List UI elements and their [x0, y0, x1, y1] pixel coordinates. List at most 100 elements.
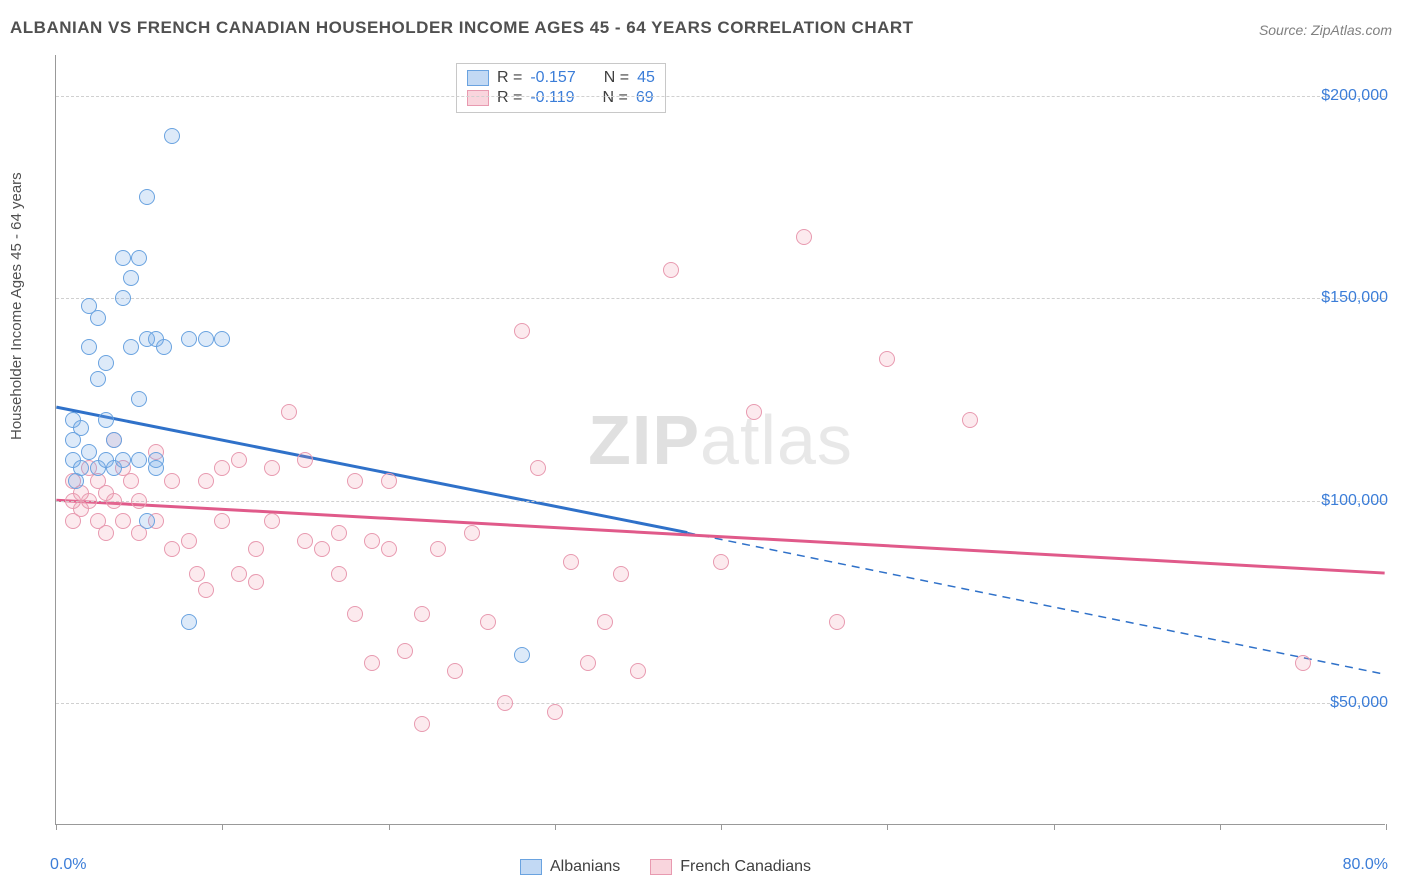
trend-line: [687, 533, 1384, 675]
chart-container: ALBANIAN VS FRENCH CANADIAN HOUSEHOLDER …: [0, 0, 1406, 892]
data-point: [90, 310, 106, 326]
legend-label: Albanians: [550, 858, 620, 876]
data-point: [563, 554, 579, 570]
data-point: [497, 695, 513, 711]
data-point: [81, 444, 97, 460]
legend-swatch: [650, 859, 672, 875]
chart-title: ALBANIAN VS FRENCH CANADIAN HOUSEHOLDER …: [10, 18, 914, 38]
data-point: [123, 473, 139, 489]
data-point: [181, 614, 197, 630]
legend-series: Albanians French Canadians: [520, 858, 811, 876]
legend-swatch: [467, 70, 489, 86]
trend-lines: [56, 55, 1385, 824]
x-tick: [1386, 824, 1387, 830]
legend-swatch: [520, 859, 542, 875]
data-point: [115, 452, 131, 468]
gridline: [56, 703, 1385, 704]
data-point: [164, 128, 180, 144]
data-point: [115, 250, 131, 266]
plot-area: ZIPatlas R =-0.157N =45R =-0.119N =69: [55, 55, 1385, 825]
data-point: [98, 525, 114, 541]
y-tick-label: $150,000: [1321, 289, 1388, 307]
data-point: [397, 643, 413, 659]
data-point: [530, 460, 546, 476]
x-axis-min-label: 0.0%: [50, 856, 86, 874]
data-point: [347, 606, 363, 622]
data-point: [879, 351, 895, 367]
data-point: [81, 339, 97, 355]
watermark-rest: atlas: [700, 401, 853, 479]
data-point: [81, 493, 97, 509]
legend-item: French Canadians: [650, 858, 811, 876]
data-point: [214, 460, 230, 476]
x-tick: [555, 824, 556, 830]
data-point: [580, 655, 596, 671]
data-point: [480, 614, 496, 630]
x-tick: [1220, 824, 1221, 830]
legend-stat-row: R =-0.119N =69: [467, 88, 655, 108]
data-point: [98, 412, 114, 428]
data-point: [746, 404, 762, 420]
data-point: [156, 339, 172, 355]
data-point: [198, 473, 214, 489]
data-point: [139, 513, 155, 529]
data-point: [198, 331, 214, 347]
data-point: [90, 371, 106, 387]
data-point: [231, 566, 247, 582]
gridline: [56, 96, 1385, 97]
data-point: [1295, 655, 1311, 671]
data-point: [297, 452, 313, 468]
data-point: [281, 404, 297, 420]
data-point: [214, 331, 230, 347]
data-point: [139, 189, 155, 205]
data-point: [181, 533, 197, 549]
data-point: [248, 541, 264, 557]
n-value: 45: [637, 69, 655, 87]
data-point: [796, 229, 812, 245]
data-point: [106, 432, 122, 448]
x-tick: [56, 824, 57, 830]
data-point: [148, 460, 164, 476]
data-point: [381, 541, 397, 557]
source-label: Source: ZipAtlas.com: [1259, 22, 1392, 38]
data-point: [597, 614, 613, 630]
n-label: N =: [603, 89, 628, 107]
data-point: [364, 533, 380, 549]
data-point: [123, 339, 139, 355]
data-point: [663, 262, 679, 278]
x-tick: [389, 824, 390, 830]
data-point: [829, 614, 845, 630]
data-point: [547, 704, 563, 720]
legend-label: French Canadians: [680, 858, 811, 876]
data-point: [464, 525, 480, 541]
legend-stats: R =-0.157N =45R =-0.119N =69: [456, 63, 666, 113]
data-point: [331, 525, 347, 541]
legend-item: Albanians: [520, 858, 620, 876]
y-tick-label: $200,000: [1321, 87, 1388, 105]
data-point: [713, 554, 729, 570]
data-point: [198, 582, 214, 598]
data-point: [297, 533, 313, 549]
data-point: [115, 290, 131, 306]
data-point: [106, 493, 122, 509]
data-point: [231, 452, 247, 468]
watermark: ZIPatlas: [588, 400, 853, 480]
x-tick: [887, 824, 888, 830]
legend-stat-row: R =-0.157N =45: [467, 68, 655, 88]
data-point: [131, 493, 147, 509]
data-point: [514, 323, 530, 339]
data-point: [131, 452, 147, 468]
r-label: R =: [497, 69, 522, 87]
data-point: [630, 663, 646, 679]
data-point: [131, 250, 147, 266]
data-point: [381, 473, 397, 489]
data-point: [514, 647, 530, 663]
data-point: [962, 412, 978, 428]
x-tick: [721, 824, 722, 830]
y-tick-label: $100,000: [1321, 492, 1388, 510]
n-value: 69: [636, 89, 654, 107]
data-point: [347, 473, 363, 489]
data-point: [430, 541, 446, 557]
data-point: [98, 355, 114, 371]
data-point: [613, 566, 629, 582]
